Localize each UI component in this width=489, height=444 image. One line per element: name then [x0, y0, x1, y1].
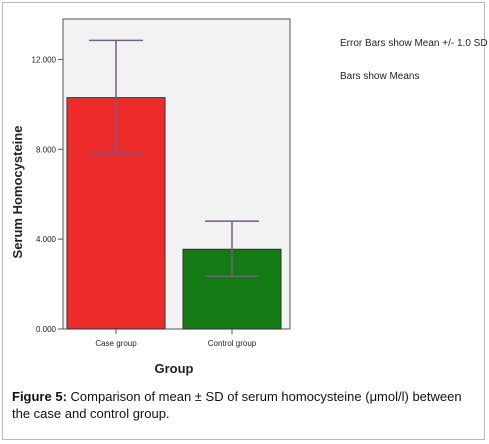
- y-tick-label: 4.000: [36, 235, 57, 244]
- y-axis-label: Serum Homocysteine: [10, 126, 25, 259]
- y-tick-label: 0.000: [36, 325, 57, 334]
- figure-caption: Figure 5: Comparison of mean ± SD of ser…: [12, 388, 474, 422]
- error-bar-note: Error Bars show Mean +/- 1.0 SD: [340, 38, 488, 49]
- bars-note: Bars show Means: [340, 71, 420, 82]
- x-axis-label: Group: [155, 361, 194, 376]
- caption-label: Figure 5:: [12, 389, 67, 404]
- bar-chart: 0.000 4.000 8.000 12.000 Case group Control …: [10, 18, 291, 376]
- figure-frame: [2, 2, 485, 440]
- caption-text: Comparison of mean ± SD of serum homocys…: [12, 389, 462, 421]
- y-tick-label: 8.000: [36, 145, 57, 154]
- x-tick-label: Case group: [95, 339, 137, 348]
- x-tick-label: Control group: [208, 339, 257, 348]
- y-tick-label: 12.000: [32, 55, 57, 64]
